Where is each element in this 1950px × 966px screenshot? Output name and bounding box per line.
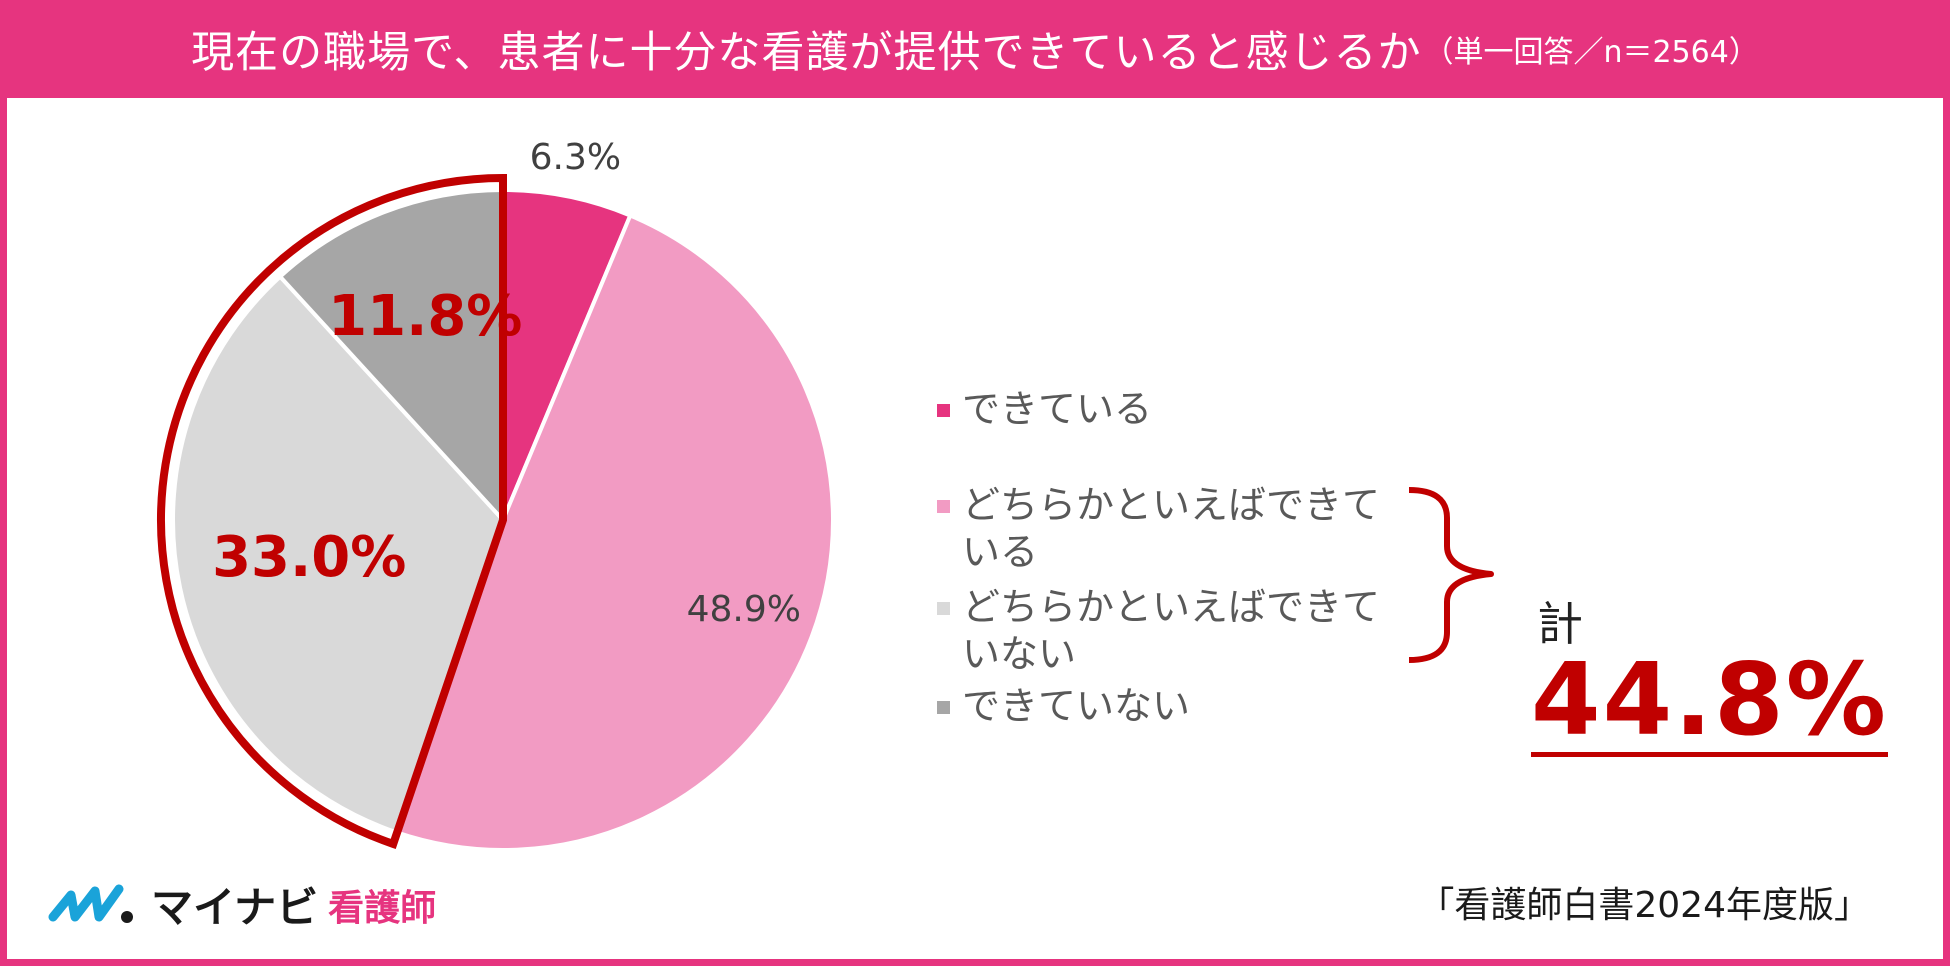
legend-label: できている (962, 387, 1153, 431)
pie-slice-3 (277, 187, 505, 526)
chart-subtitle: （単一回答／n＝2564） (1423, 35, 1759, 70)
curly-bracket (1408, 487, 1494, 663)
legend-item-dekiteinai: できていない (937, 683, 1407, 730)
source-note: 「看護師白書2024年度版」 (1418, 885, 1870, 926)
legend-label: できていない (962, 684, 1191, 728)
logo-brand: マイナビ (151, 883, 319, 932)
logo: マイナビ 看護師 (47, 874, 436, 935)
pie-data-label-1: 48.9% (687, 589, 801, 630)
pie-slice-2 (171, 273, 506, 836)
chart-panel: 6.3% 48.9% 33.0% 11.8% できている どちらかといえばできている … (7, 98, 1943, 959)
total-label: 計 (1537, 597, 1583, 651)
legend-swatch (937, 500, 950, 513)
logo-brand-sub: 看護師 (328, 887, 437, 929)
legend-label: どちらかといえばできている (962, 483, 1381, 574)
legend-swatch (937, 404, 950, 417)
legend-swatch (937, 602, 950, 615)
legend-item-dochiraka-dekiteiru: どちらかといえばできている (937, 482, 1407, 576)
header-banner: 現在の職場で、患者に十分な看護が提供できていると感じるか （単一回答／n＝256… (0, 0, 1950, 98)
mynavi-logo-icon (48, 884, 133, 923)
total-value: 44.8% (1531, 641, 1888, 758)
legend-item-dochiraka-dekiteinai: どちらかといえばできていない (937, 584, 1407, 678)
pie-data-label-2: 33.0% (212, 525, 406, 590)
pie-chart: 6.3% 48.9% 33.0% 11.8% (157, 137, 835, 852)
pie-data-label-3: 11.8% (328, 284, 522, 349)
legend-label: どちらかといえばできていない (962, 585, 1381, 676)
legend-swatch (937, 701, 950, 714)
pie-data-label-0: 6.3% (530, 137, 621, 178)
highlight-outline (157, 173, 507, 849)
pie-slice-1 (394, 212, 835, 852)
chart-title: 現在の職場で、患者に十分な看護が提供できていると感じるか (191, 28, 1422, 78)
legend-item-dekiteiru: できている (937, 386, 1407, 433)
